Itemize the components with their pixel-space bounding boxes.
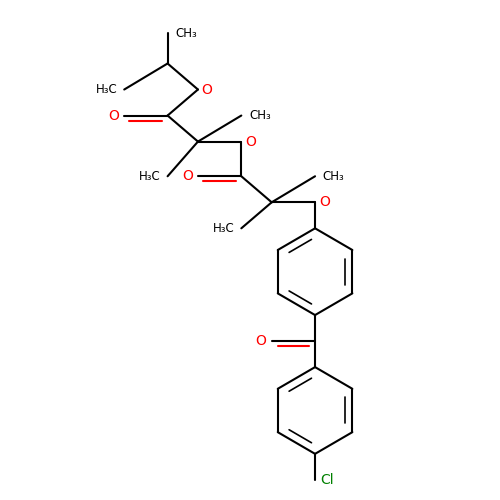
Text: CH₃: CH₃ [176, 26, 197, 40]
Text: Cl: Cl [320, 473, 334, 487]
Text: O: O [182, 170, 192, 183]
Text: O: O [320, 196, 330, 209]
Text: H₃C: H₃C [96, 83, 118, 96]
Text: CH₃: CH₃ [323, 170, 344, 183]
Text: H₃C: H₃C [140, 170, 161, 183]
Text: O: O [202, 82, 212, 96]
Text: O: O [256, 334, 266, 348]
Text: CH₃: CH₃ [249, 109, 271, 122]
Text: O: O [108, 108, 119, 122]
Text: O: O [246, 134, 256, 148]
Text: H₃C: H₃C [213, 222, 235, 235]
